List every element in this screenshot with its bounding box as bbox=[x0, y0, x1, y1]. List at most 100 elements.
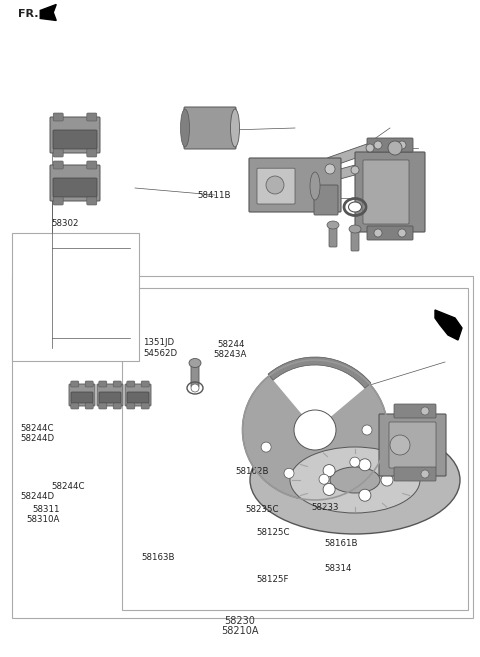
Polygon shape bbox=[435, 310, 462, 340]
Text: 58125F: 58125F bbox=[257, 575, 289, 584]
FancyBboxPatch shape bbox=[99, 381, 107, 387]
FancyBboxPatch shape bbox=[141, 381, 149, 387]
FancyBboxPatch shape bbox=[329, 225, 337, 247]
Circle shape bbox=[284, 468, 294, 478]
Circle shape bbox=[325, 196, 335, 206]
Text: 58163B: 58163B bbox=[142, 553, 175, 562]
Bar bbox=[12, 276, 473, 618]
Text: 58244C: 58244C bbox=[52, 482, 85, 491]
FancyBboxPatch shape bbox=[127, 403, 135, 409]
Ellipse shape bbox=[180, 109, 190, 147]
Circle shape bbox=[191, 384, 199, 392]
Ellipse shape bbox=[266, 176, 284, 194]
FancyBboxPatch shape bbox=[257, 168, 295, 204]
FancyBboxPatch shape bbox=[125, 384, 151, 406]
Polygon shape bbox=[40, 5, 56, 20]
Text: 58243A: 58243A bbox=[214, 350, 247, 359]
Text: 1351JD: 1351JD bbox=[143, 338, 174, 348]
FancyBboxPatch shape bbox=[184, 107, 236, 149]
Wedge shape bbox=[268, 357, 371, 430]
FancyBboxPatch shape bbox=[191, 363, 199, 387]
FancyBboxPatch shape bbox=[379, 414, 446, 476]
Ellipse shape bbox=[242, 360, 387, 500]
Circle shape bbox=[351, 166, 359, 174]
Text: 58230: 58230 bbox=[225, 616, 255, 626]
FancyBboxPatch shape bbox=[71, 403, 79, 409]
Circle shape bbox=[381, 474, 393, 486]
Text: 58125C: 58125C bbox=[257, 528, 290, 537]
FancyBboxPatch shape bbox=[71, 392, 93, 403]
Text: FR.: FR. bbox=[18, 9, 39, 20]
FancyBboxPatch shape bbox=[53, 178, 97, 197]
Text: 58244: 58244 bbox=[217, 340, 244, 349]
FancyBboxPatch shape bbox=[314, 185, 338, 215]
FancyBboxPatch shape bbox=[351, 229, 359, 251]
FancyBboxPatch shape bbox=[53, 130, 97, 149]
FancyBboxPatch shape bbox=[87, 161, 97, 169]
Circle shape bbox=[323, 464, 335, 476]
Text: 58210A: 58210A bbox=[221, 625, 259, 636]
Text: 58244D: 58244D bbox=[20, 434, 54, 443]
Circle shape bbox=[323, 484, 335, 495]
FancyBboxPatch shape bbox=[87, 197, 97, 205]
Circle shape bbox=[359, 489, 371, 501]
FancyBboxPatch shape bbox=[249, 158, 341, 212]
Text: 58235C: 58235C bbox=[246, 505, 279, 514]
FancyBboxPatch shape bbox=[315, 166, 358, 185]
FancyBboxPatch shape bbox=[355, 152, 425, 232]
Circle shape bbox=[398, 229, 406, 237]
FancyBboxPatch shape bbox=[113, 403, 121, 409]
Text: 58311: 58311 bbox=[33, 505, 60, 514]
Ellipse shape bbox=[390, 435, 410, 455]
FancyBboxPatch shape bbox=[69, 384, 95, 406]
Ellipse shape bbox=[348, 202, 361, 212]
Ellipse shape bbox=[250, 426, 460, 534]
Ellipse shape bbox=[290, 447, 420, 513]
FancyBboxPatch shape bbox=[327, 143, 373, 167]
FancyBboxPatch shape bbox=[50, 117, 100, 153]
Text: 58411B: 58411B bbox=[198, 191, 231, 200]
Wedge shape bbox=[268, 357, 371, 388]
Ellipse shape bbox=[294, 410, 336, 450]
Ellipse shape bbox=[189, 359, 201, 367]
FancyBboxPatch shape bbox=[99, 392, 121, 403]
Text: 58302: 58302 bbox=[52, 219, 79, 228]
Circle shape bbox=[388, 141, 402, 155]
Ellipse shape bbox=[250, 473, 460, 503]
FancyBboxPatch shape bbox=[141, 403, 149, 409]
Ellipse shape bbox=[310, 172, 320, 200]
FancyBboxPatch shape bbox=[367, 226, 413, 240]
Circle shape bbox=[398, 141, 406, 149]
FancyBboxPatch shape bbox=[394, 404, 436, 418]
Text: 58233: 58233 bbox=[311, 503, 338, 512]
Text: 58162B: 58162B bbox=[235, 467, 269, 476]
Circle shape bbox=[359, 459, 371, 471]
FancyBboxPatch shape bbox=[367, 138, 413, 152]
Text: 58161B: 58161B bbox=[324, 539, 358, 549]
Circle shape bbox=[421, 470, 429, 478]
FancyBboxPatch shape bbox=[87, 113, 97, 121]
FancyBboxPatch shape bbox=[389, 422, 436, 468]
FancyBboxPatch shape bbox=[85, 403, 93, 409]
FancyBboxPatch shape bbox=[127, 392, 149, 403]
FancyBboxPatch shape bbox=[53, 197, 63, 205]
FancyBboxPatch shape bbox=[53, 149, 63, 157]
Ellipse shape bbox=[230, 109, 240, 147]
FancyBboxPatch shape bbox=[113, 381, 121, 387]
Text: 58310A: 58310A bbox=[26, 515, 60, 524]
Bar bbox=[12, 233, 139, 361]
FancyBboxPatch shape bbox=[53, 161, 63, 169]
Ellipse shape bbox=[330, 467, 380, 493]
Circle shape bbox=[366, 144, 374, 152]
FancyBboxPatch shape bbox=[97, 384, 123, 406]
Text: 58314: 58314 bbox=[324, 564, 351, 573]
Circle shape bbox=[319, 474, 329, 484]
FancyBboxPatch shape bbox=[99, 403, 107, 409]
Circle shape bbox=[350, 457, 360, 467]
FancyBboxPatch shape bbox=[53, 113, 63, 121]
Text: 58244C: 58244C bbox=[20, 424, 54, 433]
Circle shape bbox=[421, 407, 429, 415]
FancyBboxPatch shape bbox=[85, 381, 93, 387]
FancyBboxPatch shape bbox=[50, 165, 100, 201]
Circle shape bbox=[374, 141, 382, 149]
